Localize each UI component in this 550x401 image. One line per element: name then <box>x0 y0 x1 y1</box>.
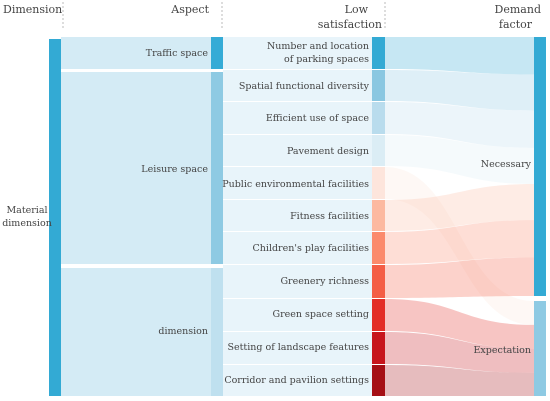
flow-low-to-demand-children <box>385 220 534 264</box>
dimension-label: Material dimension <box>2 205 52 229</box>
column-headers: Dimension Aspect Low satisfaction Demand… <box>3 3 541 31</box>
low-label-parking-line1: Number and location <box>267 41 369 52</box>
low-label-landscape: Setting of landscape features <box>227 342 369 353</box>
header-dimension: Dimension <box>3 3 62 16</box>
aspect-node-leisure <box>211 72 223 264</box>
flow-low-to-demand-greenset <box>385 299 534 349</box>
low-node-parking <box>372 37 385 69</box>
flow-low-to-demand-parking <box>385 37 534 75</box>
aspect-labels: Traffic space Leisure space dimension <box>141 48 208 337</box>
low-label-public: Public environmental facilities <box>222 179 369 190</box>
dimension-label-line2: dimension <box>2 218 52 229</box>
demand-labels: Necessary Expectation <box>474 159 532 356</box>
header-low-satisfaction-line2: satisfaction <box>318 18 382 31</box>
low-label-spatial: Spatial functional diversity <box>239 81 370 92</box>
low-label-children: Children's play facilities <box>253 243 370 254</box>
demand-node-expectation <box>534 301 546 396</box>
flow-aspect-to-greenery <box>223 265 372 298</box>
flow-low-to-demand-greenery <box>385 257 534 298</box>
header-low-satisfaction-line1: Low <box>345 3 369 16</box>
dimension-label-line1: Material <box>6 205 47 216</box>
aspect-node-traffic <box>211 37 223 69</box>
header-aspect: Aspect <box>170 3 209 16</box>
low-node-greenset <box>372 299 385 331</box>
low-label-greenset: Green space setting <box>273 309 369 320</box>
flow-low-to-demand-landscape <box>385 332 534 373</box>
flow-dimension-to-dimension <box>61 268 211 396</box>
flows <box>61 37 534 396</box>
flow-low-to-demand-fitness <box>385 184 534 231</box>
aspect-label-leisure: Leisure space <box>141 164 208 175</box>
header-separators <box>62 2 386 30</box>
flow-low-to-demand-efficient <box>385 102 534 148</box>
header-demand-line2: factor <box>499 18 533 31</box>
low-node-efficient <box>372 102 385 134</box>
flow-low-to-demand-spatial <box>385 70 534 111</box>
dimension-node <box>49 39 61 396</box>
flow-low-to-demand-pavement <box>385 135 534 184</box>
low-label-parking-line2: of parking spaces <box>284 54 369 65</box>
flow-aspect-to-fitness <box>223 200 372 231</box>
aspect-label-traffic: Traffic space <box>146 48 209 59</box>
low-label-greenery: Greenery richness <box>280 276 369 287</box>
low-node-pavement <box>372 135 385 166</box>
flow-aspect-to-children <box>223 232 372 264</box>
aspect-label-dimension: dimension <box>158 326 208 337</box>
demand-label-necessary: Necessary <box>481 159 532 170</box>
flow-aspect-to-parking <box>223 37 372 69</box>
flow-aspect-to-pavement <box>223 135 372 166</box>
low-node-fitness <box>372 200 385 231</box>
demand-label-expectation: Expectation <box>474 345 532 356</box>
low-node-landscape <box>372 332 385 364</box>
demand-node-necessary <box>534 37 546 296</box>
flow-low-to-demand-public <box>385 167 534 325</box>
flow-dimension-to-leisure <box>61 72 211 264</box>
flow-dimension-to-traffic <box>61 37 211 69</box>
low-node-children <box>372 232 385 264</box>
low-node-corridor <box>372 365 385 396</box>
flow-aspect-to-efficient <box>223 102 372 134</box>
low-label-corridor: Corridor and pavilion settings <box>224 375 369 386</box>
aspect-node-dimension <box>211 268 223 396</box>
flow-aspect-to-greenset <box>223 299 372 331</box>
low-label-fitness: Fitness facilities <box>290 211 369 222</box>
nodes <box>49 37 546 396</box>
flow-aspect-to-spatial <box>223 70 372 101</box>
flow-aspect-to-landscape <box>223 332 372 364</box>
flow-aspect-to-corridor <box>223 365 372 396</box>
low-label-pavement: Pavement design <box>287 146 369 157</box>
header-demand-line1: Demand <box>495 3 541 16</box>
flow-aspect-to-public <box>223 167 372 199</box>
low-node-spatial <box>372 70 385 101</box>
low-node-public <box>372 167 385 199</box>
low-satisfaction-labels: Number and location of parking spaces Sp… <box>222 41 369 386</box>
low-label-efficient: Efficient use of space <box>266 113 369 124</box>
low-node-greenery <box>372 265 385 298</box>
flow-low-to-demand-corridor <box>385 365 534 396</box>
